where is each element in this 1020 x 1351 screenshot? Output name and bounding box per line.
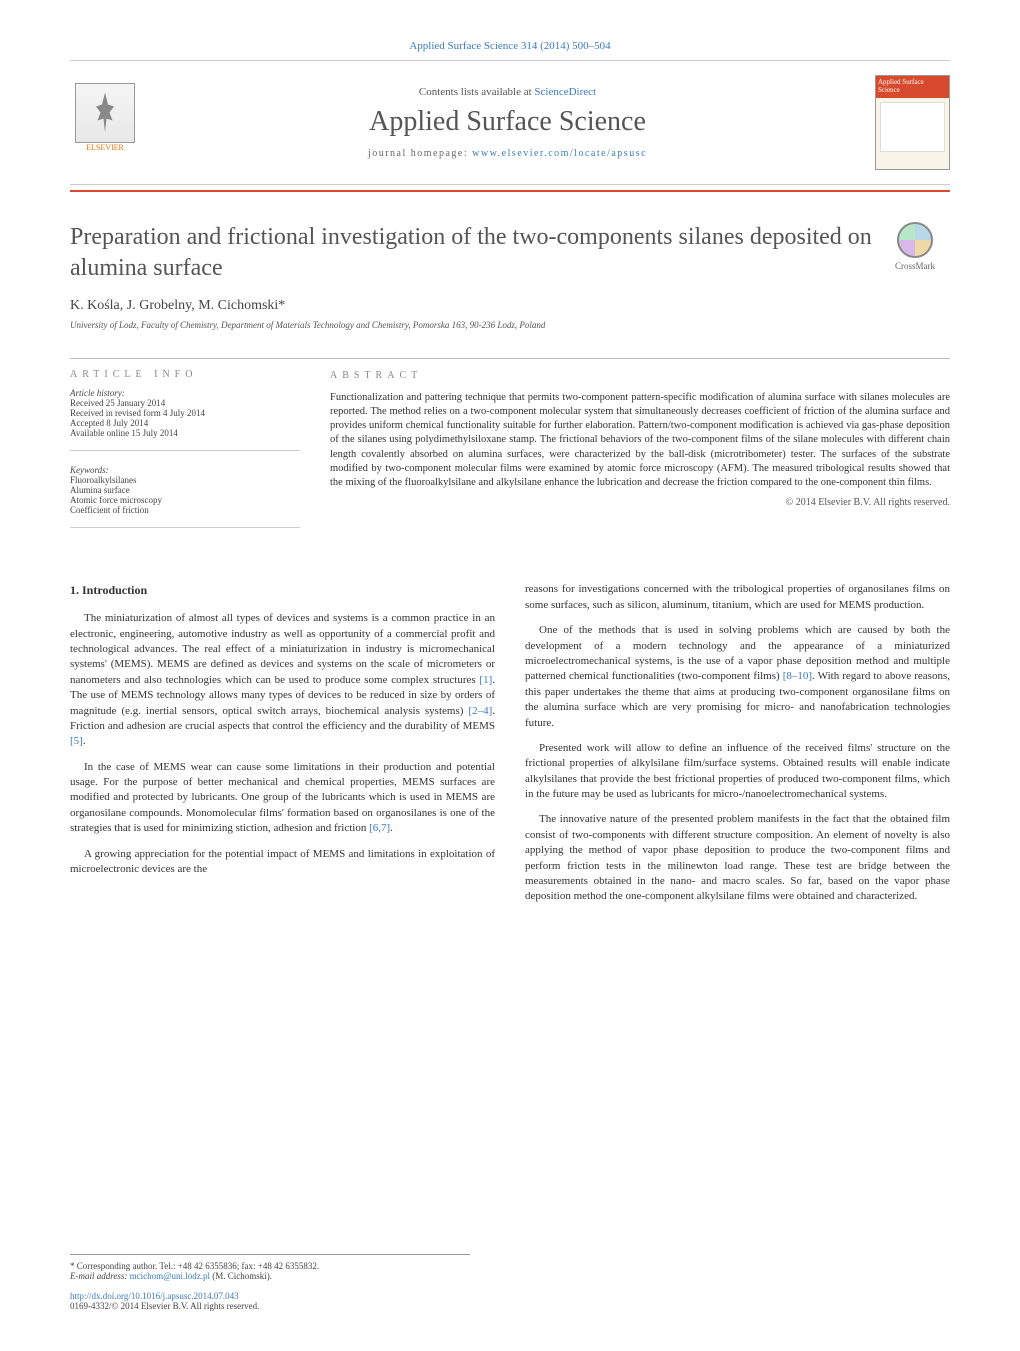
body-paragraph: Presented work will allow to define an i… xyxy=(525,741,950,803)
article-title: Preparation and frictional investigation… xyxy=(70,222,880,284)
citation-link[interactable]: [2–4] xyxy=(468,705,492,717)
email-link[interactable]: mcichom@uni.lodz.pl xyxy=(130,1271,210,1281)
citation-link[interactable]: [5] xyxy=(70,735,83,747)
citation-line: Applied Surface Science 314 (2014) 500–5… xyxy=(70,40,950,52)
body-paragraph: reasons for investigations concerned wit… xyxy=(525,582,950,613)
homepage-prefix: journal homepage: xyxy=(368,148,472,159)
accepted-date: Accepted 8 July 2014 xyxy=(70,418,300,428)
homepage-link[interactable]: www.elsevier.com/locate/apsusc xyxy=(472,148,647,159)
body-paragraph: One of the methods that is used in solvi… xyxy=(525,623,950,731)
history-label: Article history: xyxy=(70,388,300,398)
article-info-heading: ARTICLE INFO xyxy=(70,369,300,380)
body-paragraph: The miniaturization of almost all types … xyxy=(70,611,495,750)
body-paragraph: In the case of MEMS wear can cause some … xyxy=(70,760,495,837)
keyword: Coefficient of friction xyxy=(70,505,300,515)
affiliation-line: University of Lodz, Faculty of Chemistry… xyxy=(70,320,950,330)
title-row: Preparation and frictional investigation… xyxy=(70,222,950,284)
citation-link[interactable]: [1] xyxy=(479,674,492,686)
header-separator xyxy=(70,190,950,192)
citation-link[interactable]: [6,7] xyxy=(369,822,390,834)
elsevier-logo: ELSEVIER xyxy=(70,83,140,163)
journal-cover-thumbnail: Applied Surface Science xyxy=(875,75,950,170)
abstract-heading: ABSTRACT xyxy=(330,369,950,383)
keyword: Atomic force microscopy xyxy=(70,495,300,505)
cover-thumb-image xyxy=(880,102,945,152)
corresponding-author: * Corresponding author. Tel.: +48 42 635… xyxy=(70,1261,470,1271)
body-columns: 1. Introduction The miniaturization of a… xyxy=(70,582,950,914)
cover-thumb-title: Applied Surface Science xyxy=(876,76,949,98)
doi-link[interactable]: http://dx.doi.org/10.1016/j.apsusc.2014.… xyxy=(70,1291,239,1301)
body-paragraph: A growing appreciation for the potential… xyxy=(70,847,495,878)
citation-link[interactable]: [8–10] xyxy=(783,670,812,682)
online-date: Available online 15 July 2014 xyxy=(70,428,300,438)
journal-title: Applied Surface Science xyxy=(140,106,875,138)
email-label: E-mail address: xyxy=(70,1271,130,1281)
crossmark-label: CrossMark xyxy=(895,261,935,271)
contents-available-line: Contents lists available at ScienceDirec… xyxy=(140,86,875,98)
keywords-label: Keywords: xyxy=(70,465,300,475)
keyword: Alumina surface xyxy=(70,485,300,495)
keywords-block: Keywords: Fluoroalkylsilanes Alumina sur… xyxy=(70,465,300,528)
body-paragraph: The innovative nature of the presented p… xyxy=(525,812,950,904)
abstract-text: Functionalization and pattering techniqu… xyxy=(330,391,950,490)
sciencedirect-link[interactable]: ScienceDirect xyxy=(534,86,596,98)
elsevier-tree-icon xyxy=(75,83,135,143)
email-suffix: (M. Cichomski). xyxy=(210,1271,272,1281)
keyword: Fluoroalkylsilanes xyxy=(70,475,300,485)
publisher-name: ELSEVIER xyxy=(86,143,124,152)
footer-block: * Corresponding author. Tel.: +48 42 635… xyxy=(70,1254,470,1311)
contents-prefix: Contents lists available at xyxy=(419,86,534,98)
article-history-block: Article history: Received 25 January 201… xyxy=(70,388,300,451)
revised-date: Received in revised form 4 July 2014 xyxy=(70,408,300,418)
section-1-heading: 1. Introduction xyxy=(70,582,495,599)
issn-line: 0169-4332/© 2014 Elsevier B.V. All right… xyxy=(70,1301,470,1311)
journal-header-center: Contents lists available at ScienceDirec… xyxy=(140,86,875,159)
body-column-right: reasons for investigations concerned wit… xyxy=(525,582,950,914)
crossmark-icon xyxy=(897,222,933,258)
authors-line: K. Kośla, J. Grobelny, M. Cichomski* xyxy=(70,298,950,314)
journal-header-bar: ELSEVIER Contents lists available at Sci… xyxy=(70,60,950,185)
article-info-column: ARTICLE INFO Article history: Received 2… xyxy=(70,359,300,542)
received-date: Received 25 January 2014 xyxy=(70,398,300,408)
email-line: E-mail address: mcichom@uni.lodz.pl (M. … xyxy=(70,1271,470,1281)
crossmark-badge[interactable]: CrossMark xyxy=(880,222,950,271)
info-abstract-section: ARTICLE INFO Article history: Received 2… xyxy=(70,358,950,542)
journal-homepage-line: journal homepage: www.elsevier.com/locat… xyxy=(140,148,875,159)
abstract-column: ABSTRACT Functionalization and pattering… xyxy=(330,359,950,542)
body-column-left: 1. Introduction The miniaturization of a… xyxy=(70,582,495,914)
abstract-copyright: © 2014 Elsevier B.V. All rights reserved… xyxy=(330,496,950,510)
